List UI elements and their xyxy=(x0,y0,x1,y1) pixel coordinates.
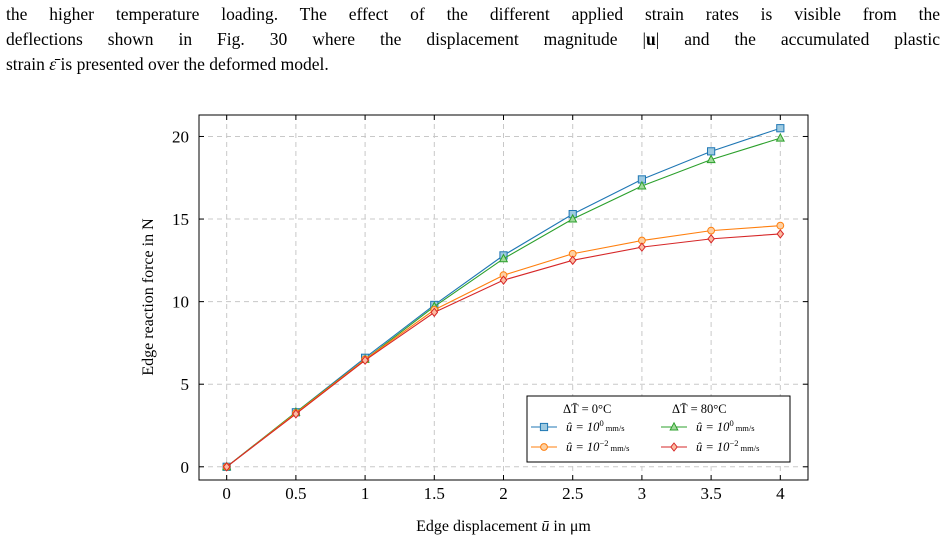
legend-header-left: ΔT̄ = 0°C xyxy=(563,402,611,416)
x-tick-label: 1 xyxy=(361,484,370,503)
data-point xyxy=(776,229,785,239)
legend-entry-4: û = 10−2 mm/s xyxy=(661,438,759,454)
y-axis-label: Edge reaction force in N xyxy=(140,218,157,376)
data-point xyxy=(638,242,646,252)
x-tick-label: 2.5 xyxy=(562,484,583,503)
body-text: the higher temperature loading. The effe… xyxy=(6,2,940,77)
data-point xyxy=(222,461,231,472)
text-symbol-epsilon: ε̄ xyxy=(49,54,57,74)
legend-label: û = 10−2 mm/s xyxy=(696,438,759,454)
data-point xyxy=(707,226,716,235)
x-tick-label: 2 xyxy=(499,484,508,503)
x-tick-label: 3 xyxy=(638,484,647,503)
text-bold-u: u xyxy=(646,29,656,49)
legend-marker xyxy=(540,443,548,451)
y-tick-label: 5 xyxy=(181,375,190,394)
data-point xyxy=(707,147,716,156)
data-point xyxy=(568,213,578,223)
legend-label: û = 10−2 mm/s xyxy=(566,438,629,454)
y-tick-label: 20 xyxy=(172,127,189,146)
tick-marks xyxy=(199,115,808,480)
data-point xyxy=(637,180,647,190)
legend-entry-1: û = 100 mm/s xyxy=(531,418,625,434)
x-tick-label: 3.5 xyxy=(700,484,721,503)
text-line-1: the higher temperature loading. The effe… xyxy=(6,4,940,24)
legend-entries: û = 100 mm/s û = 100 mm/s û = 10−2 mm/s û = 10… xyxy=(531,418,759,454)
text-line-2-pre: deflections shown in Fig. 30 where the d… xyxy=(6,29,647,49)
data-point xyxy=(776,124,785,133)
data-point xyxy=(361,355,369,366)
grid xyxy=(199,115,808,480)
data-point xyxy=(292,409,300,419)
text-line-2: deflections shown in Fig. 30 where the d… xyxy=(6,27,940,52)
x-tick-label: 4 xyxy=(776,484,785,503)
data-point xyxy=(707,234,715,244)
data-point xyxy=(775,132,785,142)
legend-label: û = 100 mm/s xyxy=(696,418,755,434)
data-point xyxy=(706,154,716,164)
legend-marker xyxy=(539,422,549,432)
y-tick-label: 0 xyxy=(181,458,190,477)
text-line-3: strain ε̄ is presented over the deformed… xyxy=(6,52,940,77)
legend-marker xyxy=(669,421,679,431)
data-point xyxy=(430,307,439,318)
x-tick-labels: 0 0.5 1 1.5 2 2.5 3 3.5 4 xyxy=(222,484,785,503)
legend: ΔT̄ = 0°C ΔT̄ = 80°C û = 100 mm/s û = 100 m… xyxy=(526,395,791,463)
text-line-3-pre: strain xyxy=(6,54,50,74)
data-point xyxy=(499,275,508,285)
x-tick-label: 1.5 xyxy=(424,484,445,503)
series-layer xyxy=(222,124,785,472)
y-tick-label: 15 xyxy=(172,210,189,229)
data-point xyxy=(568,255,577,266)
y-tick-label: 10 xyxy=(172,293,189,312)
text-line-3-post: is presented over the deformed model. xyxy=(56,54,329,74)
y-tick-labels: 0 5 10 15 20 xyxy=(172,127,189,476)
x-tick-label: 0 xyxy=(222,484,231,503)
data-point xyxy=(498,253,509,263)
x-tick-label: 0.5 xyxy=(285,484,306,503)
legend-entry-2: û = 100 mm/s xyxy=(661,418,755,434)
text-line-2-post: | and the accumulated plastic xyxy=(655,29,940,49)
legend-label: û = 100 mm/s xyxy=(566,418,625,434)
x-axis-label: Edge displacement ū in μm xyxy=(416,518,591,535)
legend-entry-3: û = 10−2 mm/s xyxy=(531,438,629,454)
series-4 xyxy=(222,229,785,472)
legend-box xyxy=(526,395,791,463)
legend-marker xyxy=(670,442,678,452)
data-point xyxy=(776,221,785,230)
legend-header-right: ΔT̄ = 80°C xyxy=(672,402,727,416)
